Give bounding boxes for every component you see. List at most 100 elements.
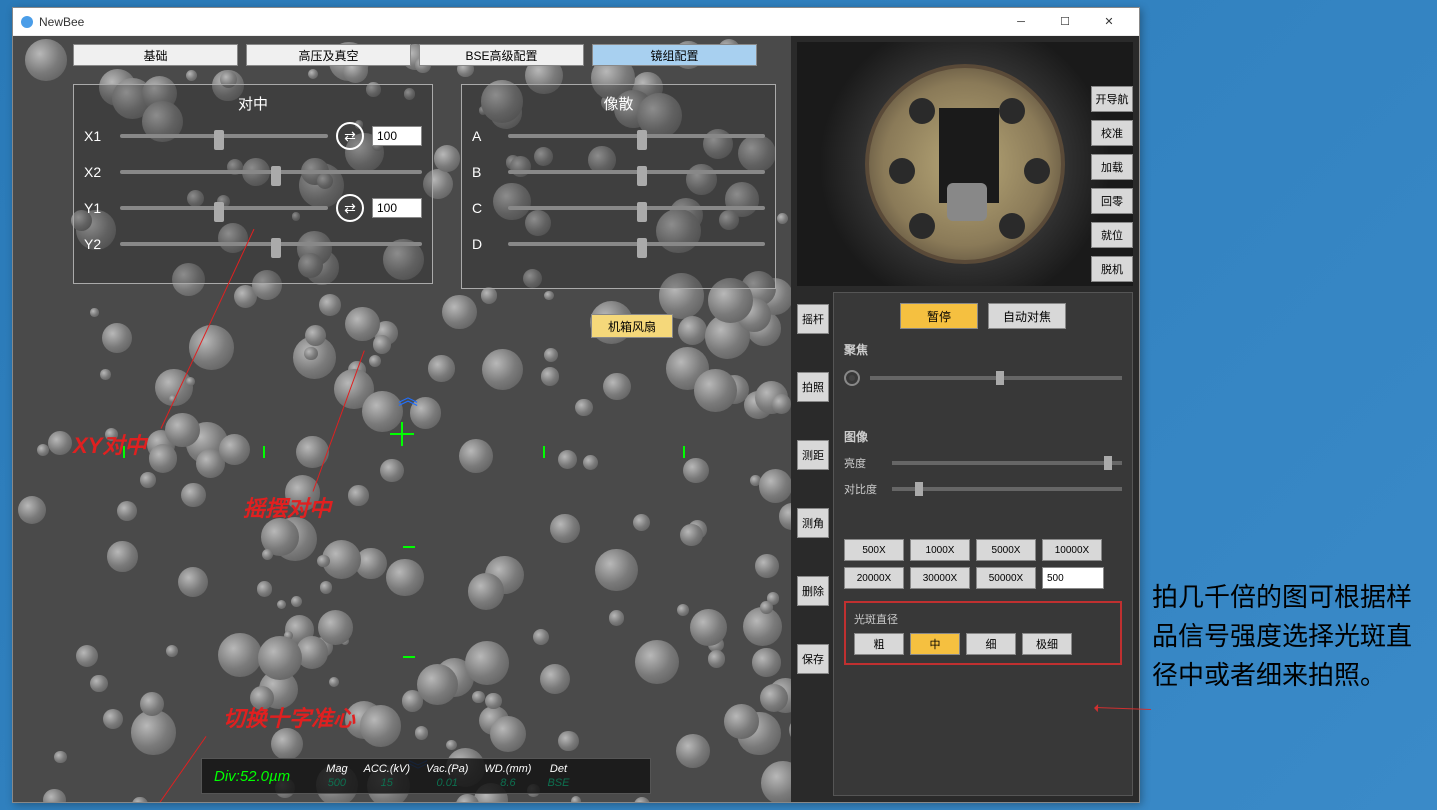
tool-column: 摇杆 拍照 测距 测角 删除 保存 [797,292,833,796]
brightness-slider[interactable] [892,461,1122,465]
y2-slider[interactable] [120,236,422,252]
crosshair-tick [403,546,415,548]
spot-medium-button[interactable]: 中 [910,633,960,655]
astig-a-slider[interactable] [508,128,765,144]
spot-fine-button[interactable]: 细 [966,633,1016,655]
config-tabs: 基础 高压及真空 BSE高级配置 镜组配置 [73,44,757,66]
astig-b-slider[interactable] [508,164,765,180]
alignment-title: 对中 [84,89,422,118]
maximize-button[interactable]: ☐ [1043,8,1087,36]
callout-text: 拍几千倍的图可根据样品信号强度选择光斑直径中或者细来拍照。 [1152,578,1422,695]
astig-b-label: B [472,164,500,180]
control-main: 暂停 自动对焦 聚焦 图像 亮度 对比度 [833,292,1133,796]
astig-c-label: C [472,200,500,216]
annotation-wobble: 摇摆对中 [243,491,331,523]
astigmatism-panel: 像散 A B C D [461,84,776,289]
y2-label: Y2 [84,236,112,252]
close-button[interactable]: ✕ [1087,8,1131,36]
status-wd-hdr: WD.(mm) [484,763,531,775]
y1-slider[interactable] [120,200,328,216]
annotation-crosshair: 切换十字准心 [223,701,355,733]
contrast-slider[interactable] [892,487,1122,491]
nav-open-button[interactable]: 开导航 [1091,86,1133,112]
status-acc-hdr: ACC.(kV) [364,763,410,775]
crosshair-tick [683,446,685,458]
crosshair-tick [403,656,415,658]
tab-bse-advanced[interactable]: BSE高级配置 [419,44,584,66]
mag-20000x-button[interactable]: 20000X [844,567,904,589]
status-bar: Div:52.0µm Mag500 ACC.(kV)15 Vac.(Pa)0.0… [201,758,651,794]
astig-d-slider[interactable] [508,236,765,252]
y-value-input[interactable] [372,198,422,218]
sample-holder [865,64,1065,264]
swap-x-icon[interactable]: ⇄ [336,122,364,150]
tab-basic[interactable]: 基础 [73,44,238,66]
mag-10000x-button[interactable]: 10000X [1042,539,1102,561]
crosshair-tick [263,446,265,458]
app-title: NewBee [39,15,999,29]
spot-coarse-button[interactable]: 粗 [854,633,904,655]
offline-button[interactable]: 脱机 [1091,256,1133,282]
status-mag-val: 500 [328,777,346,789]
focus-mode-radio[interactable] [844,370,860,386]
y1-label: Y1 [84,200,112,216]
tab-hv-vacuum[interactable]: 高压及真空 [246,44,411,66]
magnification-presets: 500X 1000X 5000X 10000X 20000X 30000X 50… [844,539,1122,589]
astig-c-slider[interactable] [508,200,765,216]
nav-camera[interactable] [797,42,1133,286]
measure-angle-button[interactable]: 测角 [797,508,829,538]
measure-dist-button[interactable]: 测距 [797,440,829,470]
app-window: NewBee ─ ☐ ✕ 基础 高压及真空 BSE高级配置 镜组配置 对中 [12,7,1140,803]
mag-1000x-button[interactable]: 1000X [910,539,970,561]
chassis-fan-button[interactable]: 机箱风扇 [591,314,673,338]
nav-side-buttons: 开导航 校准 加载 回零 就位 脱机 [1091,86,1133,282]
home-button[interactable]: 回零 [1091,188,1133,214]
pause-button[interactable]: 暂停 [900,303,978,329]
minimize-button[interactable]: ─ [999,8,1043,36]
autofocus-button[interactable]: 自动对焦 [988,303,1066,329]
x1-slider[interactable] [120,128,328,144]
titlebar[interactable]: NewBee ─ ☐ ✕ [13,8,1139,36]
contrast-label: 对比度 [844,481,884,497]
x1-label: X1 [84,128,112,144]
astig-a-label: A [472,128,500,144]
mag-custom-input[interactable] [1042,567,1104,589]
x2-slider[interactable] [120,164,422,180]
status-acc-val: 15 [381,777,393,789]
capture-button[interactable]: 拍照 [797,372,829,402]
status-vac-val: 0.01 [437,777,458,789]
position-button[interactable]: 就位 [1091,222,1133,248]
mag-5000x-button[interactable]: 5000X [976,539,1036,561]
crosshair-tick [543,446,545,458]
save-button[interactable]: 保存 [797,644,829,674]
mag-30000x-button[interactable]: 30000X [910,567,970,589]
nav-up-icon[interactable]: ︽ [398,381,418,410]
camera-image [797,42,1133,286]
mag-500x-button[interactable]: 500X [844,539,904,561]
astig-d-label: D [472,236,500,252]
swap-y-icon[interactable]: ⇄ [336,194,364,222]
x2-label: X2 [84,164,112,180]
focus-slider[interactable] [870,376,1122,380]
joystick-button[interactable]: 摇杆 [797,304,829,334]
status-mag-hdr: Mag [326,763,347,775]
status-det-val: BSE [547,777,569,789]
load-button[interactable]: 加载 [1091,154,1133,180]
delete-button[interactable]: 删除 [797,576,829,606]
spot-size-box: 光斑直径 粗 中 细 极细 [844,601,1122,665]
tab-lens-config[interactable]: 镜组配置 [592,44,757,66]
alignment-panel: 对中 X1 ⇄ X2 Y1 ⇄ [73,84,433,284]
spot-ultrafine-button[interactable]: 极细 [1022,633,1072,655]
annotation-xy-align: XY对中 [73,428,146,460]
brightness-label: 亮度 [844,455,884,471]
x-value-input[interactable] [372,126,422,146]
scale-div: Div:52.0µm [214,768,290,785]
right-control-pane: 开导航 校准 加载 回零 就位 脱机 摇杆 拍照 测距 测角 删除 保存 [791,36,1139,802]
status-det-hdr: Det [550,763,567,775]
image-section-label: 图像 [844,428,1122,445]
astigmatism-title: 像散 [472,89,765,118]
sem-viewport[interactable]: 基础 高压及真空 BSE高级配置 镜组配置 对中 X1 ⇄ X2 [13,36,791,802]
status-wd-val: 8.6 [500,777,515,789]
mag-50000x-button[interactable]: 50000X [976,567,1036,589]
calibrate-button[interactable]: 校准 [1091,120,1133,146]
